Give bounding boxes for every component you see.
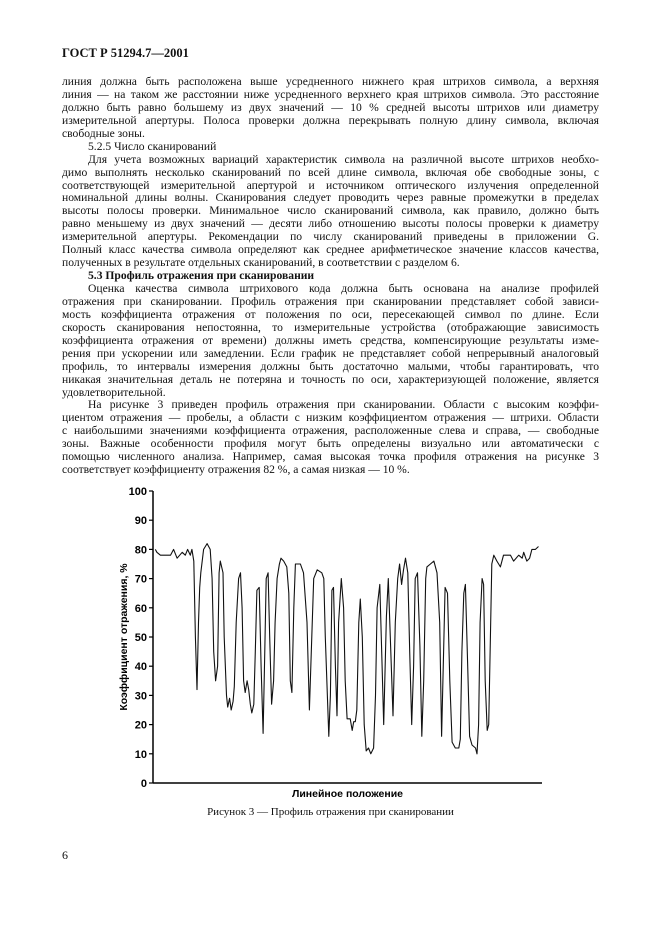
text-line: Полный класс качества символа определяют… <box>62 243 599 257</box>
text-line: линия — на таком же расстоянии ниже усре… <box>62 87 599 101</box>
y-tick-label: 70 <box>135 574 147 586</box>
text-line: должно быть равно большему из двух значе… <box>62 100 599 114</box>
text-line: 5.2.5 Число сканирований <box>88 139 217 153</box>
text-line: соответствующей измерительной апертурой … <box>62 178 599 192</box>
y-tick-label: 90 <box>135 515 147 527</box>
text-line: помощью численного анализа. Например, са… <box>62 450 599 464</box>
y-tick-label: 50 <box>135 632 147 644</box>
text-line: На рисунке 3 приведен профиль отражения … <box>88 398 599 412</box>
text-line: Для учета возможных вариаций характерист… <box>88 152 599 166</box>
text-line: 5.3 Профиль отражения при сканировании <box>88 269 315 283</box>
text-line: с наибольшими значениями коэффициента от… <box>62 424 599 438</box>
text-line: циентом отражения — пробелы, а области с… <box>62 411 599 425</box>
text-line: полученных в результате отдельных сканир… <box>62 256 460 270</box>
text-line: димо выполнять несколько сканирований по… <box>62 165 599 179</box>
text-line: номинальной длины волны. Сканирования сл… <box>62 191 599 205</box>
y-tick-label: 60 <box>135 603 147 615</box>
text-line: отражения при сканировании. Профиль отра… <box>62 294 599 308</box>
text-line: удовлетворительной. <box>62 385 166 399</box>
text-line: свободные зоны. <box>62 126 145 140</box>
figure-caption: Рисунок 3 — Профиль отражения при сканир… <box>207 806 454 818</box>
y-tick-label: 100 <box>129 486 147 498</box>
y-tick-label: 20 <box>135 720 147 732</box>
text-line: рения при ускорении или замедлении. Если… <box>62 346 599 360</box>
y-tick-label: 0 <box>141 778 147 790</box>
text-line: линия должна быть расположена выше усред… <box>62 75 599 88</box>
text-line: коэффициента отражения от времени) должн… <box>62 333 599 347</box>
text-line: измерительной апертуры. Полоса проверки … <box>62 113 599 127</box>
body-text: линия должна быть расположена выше усред… <box>62 75 599 477</box>
reflectance-profile-line <box>154 543 539 755</box>
reflectance-profile-chart: 0 10 20 30 40 50 60 70 80 90 100 Линейное положение… <box>118 486 542 800</box>
text-line: никакая значительная деталь не потеряна … <box>62 372 599 386</box>
y-axis-label: Коэффициент отражения, % <box>118 563 130 711</box>
document-header: ГОСТ Р 51294.7—2001 <box>62 46 189 60</box>
y-tick-label: 40 <box>135 661 147 673</box>
y-tick-label: 30 <box>135 690 147 702</box>
text-line: равно меньшему из двух значений — десяти… <box>62 217 599 231</box>
y-tick-label: 80 <box>135 544 147 556</box>
x-axis-label: Линейное положение <box>292 788 403 800</box>
text-line: скорость сканирования непостоянна, то из… <box>62 320 599 334</box>
y-tick-label: 10 <box>135 749 147 761</box>
text-line: мость коэффициента отражения от положени… <box>62 307 599 321</box>
text-line: измерительной апертуры. Рекомендации по … <box>62 230 599 244</box>
text-line: профиль, то интервалы измерения должны б… <box>62 359 599 373</box>
text-line: зоны. Важные особенности профиля могут б… <box>62 437 599 451</box>
page-number: 6 <box>62 848 68 862</box>
text-line: высоты полосы проверки. Минимальное числ… <box>62 204 599 218</box>
text-line: Оценка качества символа штрихового кода … <box>88 282 599 295</box>
text-line: соответствует коэффициенту отражения 82 … <box>62 463 410 477</box>
